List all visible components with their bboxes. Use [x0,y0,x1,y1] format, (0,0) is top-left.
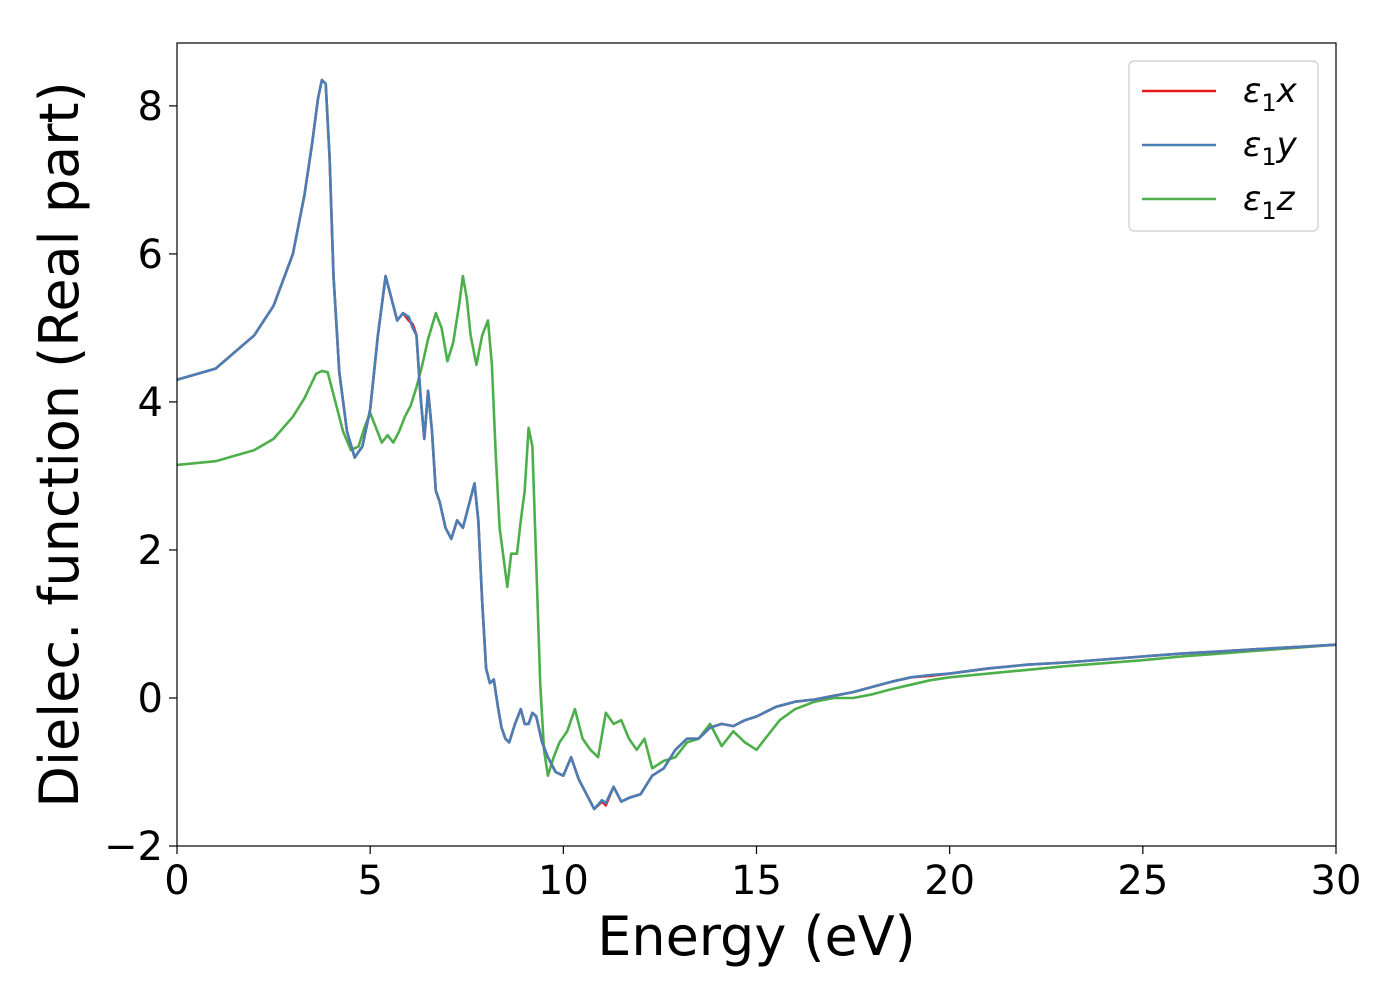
series-line-z [177,274,1336,778]
y-tick-label: 8 [138,84,163,130]
x-tick-label: 0 [164,858,189,904]
x-tick-label: 10 [538,858,589,904]
y-tick-label: 0 [138,676,163,722]
series-line-y [177,78,1336,811]
legend-label-x: ε1x [1243,71,1298,117]
x-tick-label: 5 [357,858,382,904]
legend-box [1128,60,1319,232]
y-tick-label: 6 [138,232,163,278]
legend-label-z: ε1z [1243,179,1296,225]
x-tick-label: 30 [1311,858,1362,904]
x-tick-label: 15 [731,858,782,904]
legend-label-y: ε1y [1243,125,1298,171]
legend: ε1x ε1y ε1z [1128,60,1319,232]
y-tick-label: 4 [138,380,163,426]
x-tick-label: 20 [924,858,975,904]
y-tick-label: 2 [138,528,163,574]
series-layer [177,78,1336,811]
y-tick-label: −2 [104,824,163,870]
y-axis-label: Dielec. function (Real part) [28,81,91,807]
x-tick-label: 25 [1117,858,1168,904]
x-axis-label: Energy (eV) [597,905,916,968]
